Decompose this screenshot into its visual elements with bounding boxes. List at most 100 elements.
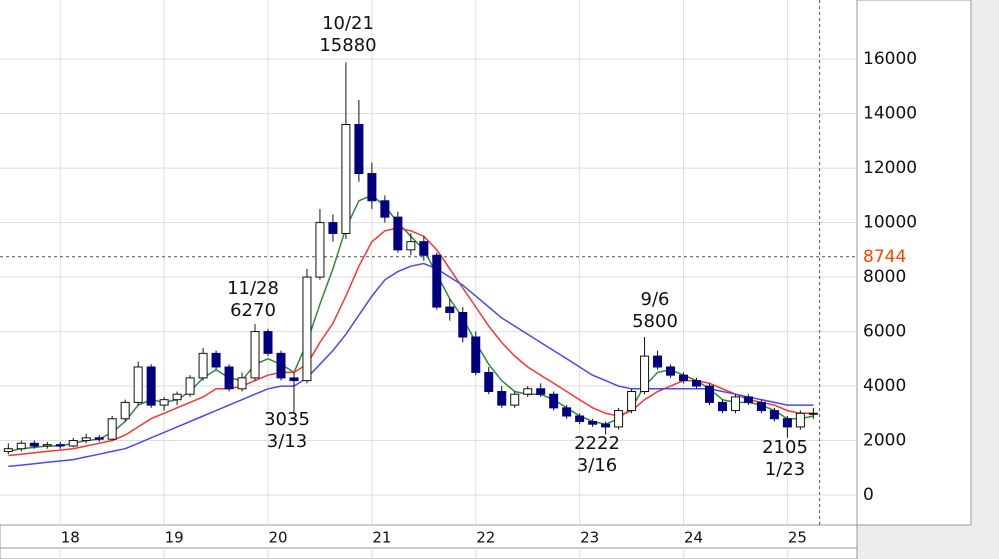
x-tick-label: 25 xyxy=(788,529,807,547)
candle-body xyxy=(549,393,559,409)
y-tick-label: 10000 xyxy=(863,213,917,233)
candle-body xyxy=(120,401,130,420)
x-tick-label: 23 xyxy=(580,529,599,547)
candle-body xyxy=(432,254,442,308)
candle-body xyxy=(159,399,169,406)
annotation: 3/16 xyxy=(577,455,617,476)
candle-body xyxy=(42,444,52,447)
candle-body xyxy=(237,377,247,390)
candle-body xyxy=(276,352,286,379)
annotation: 15880 xyxy=(319,35,376,56)
candle-body xyxy=(471,336,481,373)
candle-body xyxy=(354,124,364,175)
candle-body xyxy=(497,391,507,406)
candle-body xyxy=(484,371,494,393)
candle-body xyxy=(808,412,818,415)
candle-body xyxy=(588,420,598,425)
candle-body xyxy=(341,124,351,234)
annotation: 3035 xyxy=(264,409,310,430)
candle-body xyxy=(445,306,455,313)
candle-body xyxy=(315,222,325,278)
candle-body xyxy=(3,448,13,452)
candle-body xyxy=(81,437,91,442)
candle-body xyxy=(367,173,377,202)
candle-body xyxy=(640,355,650,393)
annotation: 6270 xyxy=(230,300,276,321)
candle-body xyxy=(68,440,78,447)
candle-body xyxy=(730,396,740,412)
candle-body xyxy=(692,380,702,387)
x-tick-label: 18 xyxy=(61,529,80,547)
candle-body xyxy=(393,216,403,251)
candle-body xyxy=(458,311,468,338)
candle-body xyxy=(536,388,546,395)
candle-body xyxy=(679,374,689,382)
candle-body xyxy=(16,442,26,450)
candle-body xyxy=(601,423,611,428)
x-tick-label: 20 xyxy=(268,529,287,547)
annotation: 2105 xyxy=(762,437,808,458)
candle-body xyxy=(172,393,182,401)
annotation: 3/13 xyxy=(267,431,307,452)
candle-body xyxy=(575,415,585,422)
candle-body xyxy=(133,366,143,403)
candle-body xyxy=(55,444,65,447)
annotation: 10/21 xyxy=(322,13,374,34)
y-tick-label: 0 xyxy=(863,485,874,505)
candle-body xyxy=(185,377,195,395)
y-tick-label: 8000 xyxy=(863,267,906,287)
candle-body xyxy=(302,276,312,382)
x-axis-panel xyxy=(0,524,858,549)
candle-body xyxy=(146,366,156,406)
y-tick-label: 16000 xyxy=(863,49,917,69)
candle-body xyxy=(211,352,221,368)
last-price-label: 8744 xyxy=(863,247,906,267)
x-tick-label: 22 xyxy=(476,529,495,547)
candle-body xyxy=(107,418,117,440)
candle-body xyxy=(743,396,753,403)
annotation: 2222 xyxy=(574,433,620,454)
y-tick-label: 12000 xyxy=(863,158,917,178)
candle-body xyxy=(756,401,766,412)
y-tick-label: 4000 xyxy=(863,376,906,396)
annotation: 9/6 xyxy=(641,289,670,310)
annotation: 11/28 xyxy=(227,278,279,299)
y-axis-panel xyxy=(856,0,972,526)
candle-body xyxy=(380,200,390,218)
ma-line xyxy=(8,262,814,468)
candle-body xyxy=(419,241,429,256)
x-tick-label: 24 xyxy=(684,529,703,547)
candle-body xyxy=(614,410,624,428)
candle-body xyxy=(704,385,714,403)
x-tick-label: 19 xyxy=(165,529,184,547)
y-tick-label: 6000 xyxy=(863,322,906,342)
candle-body xyxy=(328,222,338,234)
candle-body xyxy=(224,366,234,390)
candle-body xyxy=(653,355,663,368)
candle-body xyxy=(289,377,299,382)
candle-body xyxy=(627,391,637,412)
candle-body xyxy=(523,388,533,395)
candle-body xyxy=(769,410,779,420)
plot-layer: 0 2000 4000 6000 8000 10000 12000 14000 16000 18 1… xyxy=(0,0,917,559)
x-tick-label: 21 xyxy=(372,529,391,547)
candle-body xyxy=(263,331,273,354)
candle-body xyxy=(250,331,260,379)
candle-body xyxy=(795,412,805,428)
ma-line xyxy=(8,227,814,457)
candle-body xyxy=(510,393,520,406)
candle-body xyxy=(562,407,572,417)
candle-body xyxy=(29,442,39,447)
annotation: 5800 xyxy=(632,311,678,332)
annotation: 1/23 xyxy=(765,459,805,480)
candle-body xyxy=(666,366,676,376)
candle-body xyxy=(406,241,416,251)
lower-panel xyxy=(0,547,858,559)
y-tick-label: 2000 xyxy=(863,431,906,451)
candle-body xyxy=(198,352,208,379)
y-tick-label: 14000 xyxy=(863,104,917,124)
candle-body xyxy=(782,418,792,428)
plot-area xyxy=(0,0,857,525)
candle-body xyxy=(717,401,727,412)
